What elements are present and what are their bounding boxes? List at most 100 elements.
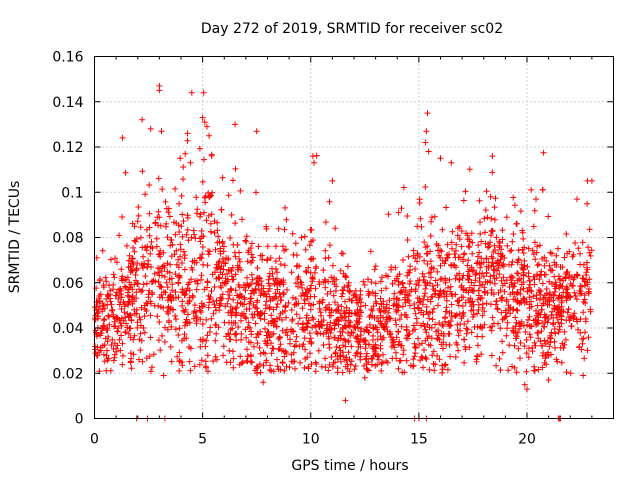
data-point <box>523 350 530 357</box>
y-tick-label: 0.04 <box>52 321 83 337</box>
data-point <box>377 278 384 285</box>
data-point <box>320 342 327 348</box>
data-point <box>318 363 325 370</box>
data-point <box>123 284 129 291</box>
data-point <box>356 296 363 303</box>
data-point <box>489 153 496 160</box>
data-point <box>396 338 403 345</box>
data-point <box>479 281 486 288</box>
data-point <box>427 258 434 265</box>
data-point <box>545 377 552 383</box>
data-point <box>234 292 240 299</box>
data-point <box>448 239 455 246</box>
data-point <box>541 271 548 278</box>
data-point <box>272 258 279 265</box>
data-point <box>351 310 358 317</box>
data-point <box>446 276 453 283</box>
data-point <box>215 259 222 266</box>
data-point <box>361 374 368 381</box>
data-point <box>173 316 179 323</box>
data-point <box>197 316 204 323</box>
data-point <box>530 223 537 230</box>
data-point <box>175 332 182 338</box>
data-point <box>480 273 487 280</box>
data-point <box>529 348 536 355</box>
data-point <box>531 207 538 214</box>
data-point <box>252 367 259 374</box>
data-point <box>241 282 247 289</box>
data-point <box>504 242 511 249</box>
data-point <box>539 280 546 287</box>
data-point <box>311 159 317 166</box>
data-point <box>187 367 194 374</box>
data-point <box>540 323 547 330</box>
data-point <box>325 254 332 261</box>
data-point <box>121 277 128 284</box>
data-point <box>575 326 581 333</box>
data-point <box>439 226 446 233</box>
data-point <box>280 291 287 298</box>
data-point <box>122 283 128 290</box>
data-point <box>131 248 138 255</box>
data-point <box>126 279 133 286</box>
data-point <box>546 291 553 298</box>
data-point <box>518 318 525 325</box>
data-point <box>350 329 357 336</box>
data-point <box>111 274 118 281</box>
data-point <box>232 271 239 278</box>
data-point <box>551 288 558 295</box>
data-point <box>531 239 538 246</box>
data-point <box>566 275 573 281</box>
data-point <box>398 205 405 212</box>
data-point <box>453 339 460 346</box>
data-point <box>263 359 270 366</box>
data-point <box>533 295 540 302</box>
data-point <box>211 301 218 308</box>
data-point <box>193 320 200 327</box>
data-point <box>149 291 156 298</box>
data-point <box>370 303 377 310</box>
data-point <box>535 261 542 268</box>
data-point <box>216 302 223 309</box>
data-point <box>217 250 224 257</box>
data-point <box>444 366 451 373</box>
data-point <box>452 312 458 319</box>
data-point <box>325 335 332 342</box>
data-point <box>176 272 183 279</box>
data-point <box>243 306 250 313</box>
data-point <box>212 246 219 253</box>
data-point <box>206 193 213 200</box>
data-point <box>509 258 516 265</box>
data-point <box>274 363 281 370</box>
data-point <box>99 247 106 254</box>
data-point <box>411 301 418 307</box>
data-point <box>327 329 334 336</box>
data-point <box>181 266 188 273</box>
data-point <box>227 326 234 333</box>
data-point <box>555 319 562 326</box>
data-point <box>159 186 166 193</box>
data-point <box>198 357 205 364</box>
data-point <box>342 273 349 280</box>
data-point <box>257 369 264 376</box>
data-point <box>267 297 274 304</box>
data-point <box>563 231 570 237</box>
data-point <box>107 298 114 305</box>
data-point <box>280 289 287 296</box>
data-point <box>237 187 244 194</box>
data-point <box>487 273 494 280</box>
data-point <box>302 355 309 362</box>
data-point <box>184 226 191 233</box>
data-point <box>542 340 549 347</box>
data-point <box>412 350 419 357</box>
data-point <box>329 262 336 269</box>
data-point <box>471 282 478 289</box>
data-point <box>543 361 550 368</box>
data-point <box>198 276 204 283</box>
data-point <box>557 344 564 351</box>
data-point <box>391 301 398 308</box>
data-point <box>275 366 282 373</box>
data-point <box>411 353 418 360</box>
data-point <box>559 340 566 347</box>
data-point <box>304 323 311 330</box>
